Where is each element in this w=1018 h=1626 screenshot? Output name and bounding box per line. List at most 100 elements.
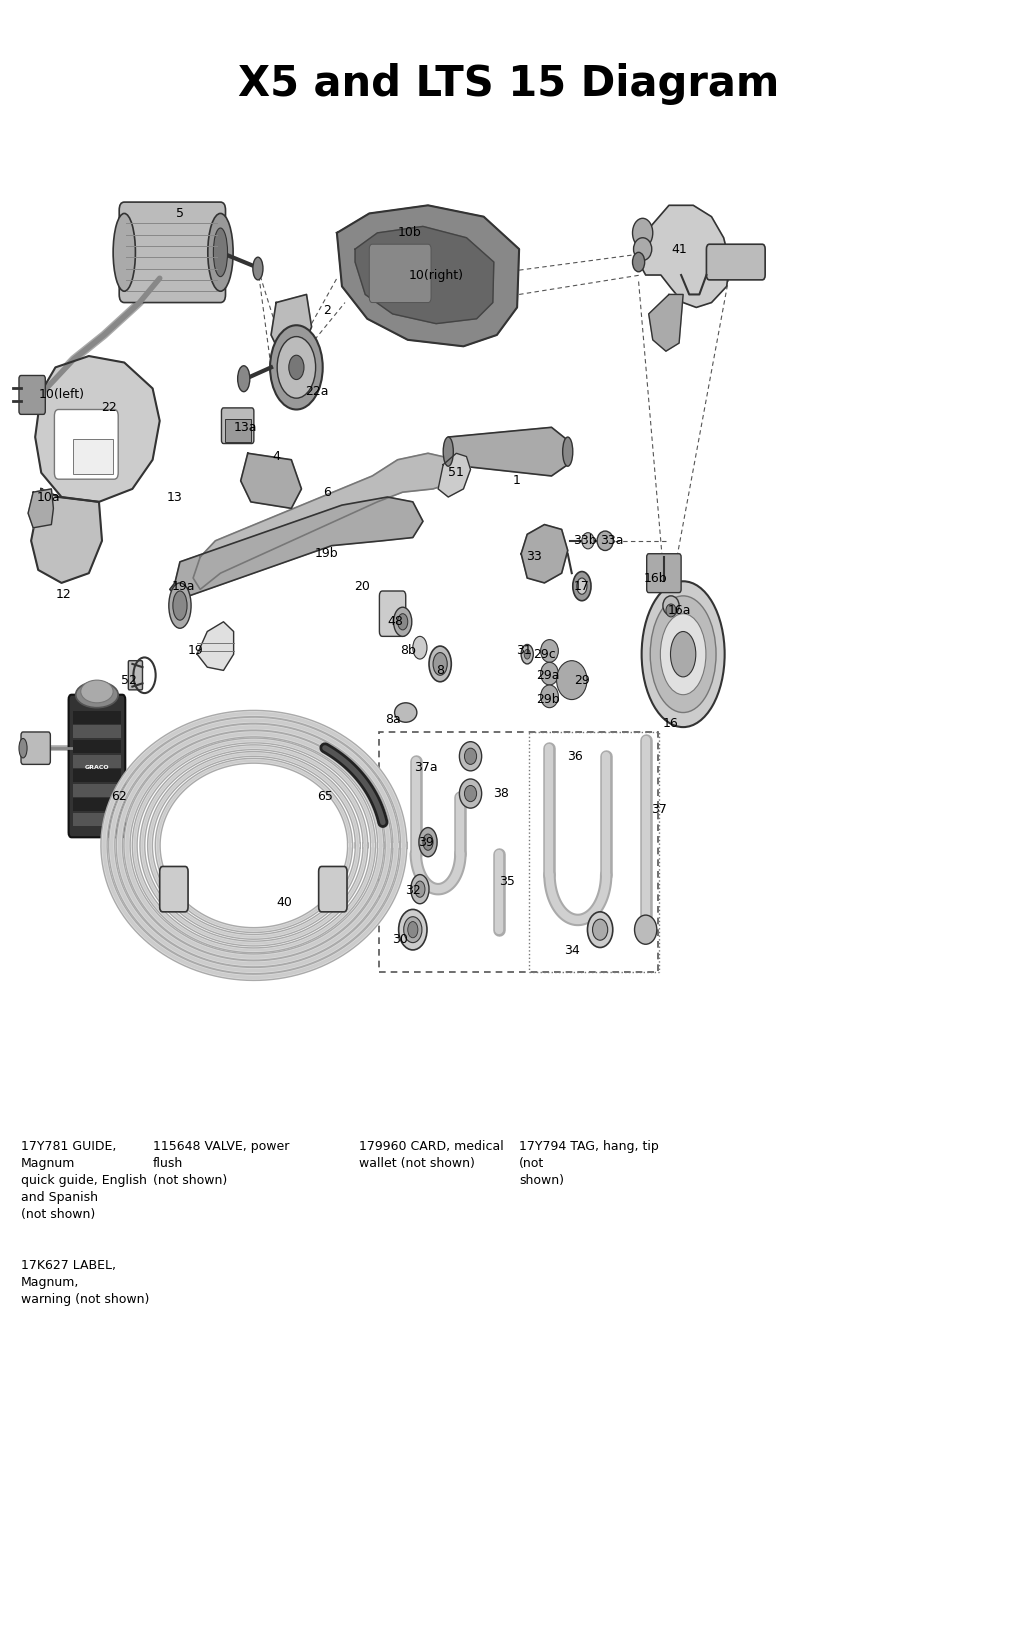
Ellipse shape: [666, 603, 676, 616]
Bar: [72, 725, 121, 738]
Ellipse shape: [408, 922, 417, 938]
Ellipse shape: [415, 881, 425, 898]
Polygon shape: [36, 356, 160, 502]
Text: 31: 31: [516, 644, 532, 657]
Polygon shape: [170, 498, 422, 598]
Text: 32: 32: [405, 885, 420, 898]
Text: 179960 CARD, medical
wallet (not shown): 179960 CARD, medical wallet (not shown): [359, 1140, 504, 1171]
Text: 13a: 13a: [234, 421, 258, 434]
Bar: [72, 740, 121, 753]
Polygon shape: [355, 226, 494, 324]
Text: 8a: 8a: [385, 712, 400, 725]
Ellipse shape: [651, 595, 716, 712]
Ellipse shape: [464, 748, 476, 764]
Ellipse shape: [671, 631, 695, 676]
Text: 48: 48: [388, 615, 403, 628]
Text: 37: 37: [651, 803, 667, 816]
Polygon shape: [197, 621, 233, 670]
Ellipse shape: [418, 828, 437, 857]
Ellipse shape: [289, 354, 304, 379]
Text: 36: 36: [567, 750, 582, 763]
Text: 33a: 33a: [601, 535, 624, 548]
Bar: [72, 769, 121, 782]
Ellipse shape: [464, 785, 476, 802]
Text: 52: 52: [121, 673, 137, 686]
Text: 33b: 33b: [573, 535, 597, 548]
Bar: [529, 732, 659, 972]
Polygon shape: [193, 454, 458, 589]
Ellipse shape: [413, 636, 427, 659]
Text: 29: 29: [574, 673, 589, 686]
Ellipse shape: [641, 580, 725, 727]
Text: 16b: 16b: [644, 571, 668, 584]
Ellipse shape: [404, 917, 421, 943]
Ellipse shape: [277, 337, 316, 398]
Polygon shape: [648, 294, 683, 351]
FancyBboxPatch shape: [119, 202, 226, 302]
Bar: [72, 798, 121, 811]
FancyBboxPatch shape: [380, 590, 406, 636]
Bar: [72, 754, 121, 767]
Text: 19a: 19a: [171, 579, 194, 592]
Text: 51: 51: [448, 467, 464, 480]
Ellipse shape: [598, 532, 613, 551]
FancyBboxPatch shape: [225, 420, 250, 442]
Text: 1: 1: [513, 475, 521, 488]
Ellipse shape: [541, 639, 558, 662]
Ellipse shape: [422, 834, 433, 850]
Text: 41: 41: [671, 242, 687, 255]
Polygon shape: [271, 294, 312, 356]
Text: 16a: 16a: [668, 603, 691, 616]
Ellipse shape: [173, 590, 187, 620]
Ellipse shape: [237, 366, 249, 392]
Text: 29a: 29a: [535, 668, 559, 681]
Ellipse shape: [592, 919, 608, 940]
Ellipse shape: [577, 577, 587, 593]
Ellipse shape: [394, 606, 412, 636]
Text: X5 and LTS 15 Diagram: X5 and LTS 15 Diagram: [238, 63, 780, 104]
Polygon shape: [638, 205, 730, 307]
FancyBboxPatch shape: [19, 376, 45, 415]
Text: 29b: 29b: [535, 693, 559, 706]
FancyBboxPatch shape: [72, 439, 113, 475]
Text: 4: 4: [272, 450, 280, 463]
Text: 22: 22: [101, 402, 117, 415]
Text: 29c: 29c: [533, 647, 556, 660]
Ellipse shape: [443, 437, 453, 467]
FancyBboxPatch shape: [128, 660, 143, 689]
Text: 19b: 19b: [315, 548, 339, 561]
Ellipse shape: [208, 213, 233, 291]
FancyBboxPatch shape: [706, 244, 766, 280]
Polygon shape: [337, 205, 519, 346]
Ellipse shape: [632, 218, 653, 247]
Text: 30: 30: [392, 933, 407, 946]
Text: 10a: 10a: [37, 491, 60, 504]
Bar: [72, 711, 121, 724]
Polygon shape: [438, 454, 470, 498]
Text: 2: 2: [323, 304, 331, 317]
Text: 5: 5: [176, 207, 184, 220]
Ellipse shape: [399, 909, 427, 950]
Text: 22a: 22a: [304, 385, 329, 398]
Ellipse shape: [661, 613, 705, 694]
Ellipse shape: [663, 595, 679, 615]
FancyBboxPatch shape: [54, 410, 118, 480]
Text: 35: 35: [499, 875, 515, 888]
Ellipse shape: [411, 875, 429, 904]
Ellipse shape: [214, 228, 228, 276]
FancyBboxPatch shape: [222, 408, 253, 444]
Ellipse shape: [582, 533, 595, 550]
FancyBboxPatch shape: [370, 244, 431, 302]
Text: 13: 13: [167, 491, 183, 504]
Ellipse shape: [632, 252, 644, 272]
Ellipse shape: [563, 437, 573, 467]
Text: 12: 12: [56, 587, 71, 600]
Ellipse shape: [19, 738, 27, 758]
Ellipse shape: [541, 685, 558, 707]
Ellipse shape: [587, 912, 613, 948]
Polygon shape: [521, 525, 568, 582]
FancyBboxPatch shape: [319, 867, 347, 912]
Bar: [72, 784, 121, 797]
Text: 10(right): 10(right): [408, 268, 463, 281]
FancyBboxPatch shape: [68, 694, 125, 837]
